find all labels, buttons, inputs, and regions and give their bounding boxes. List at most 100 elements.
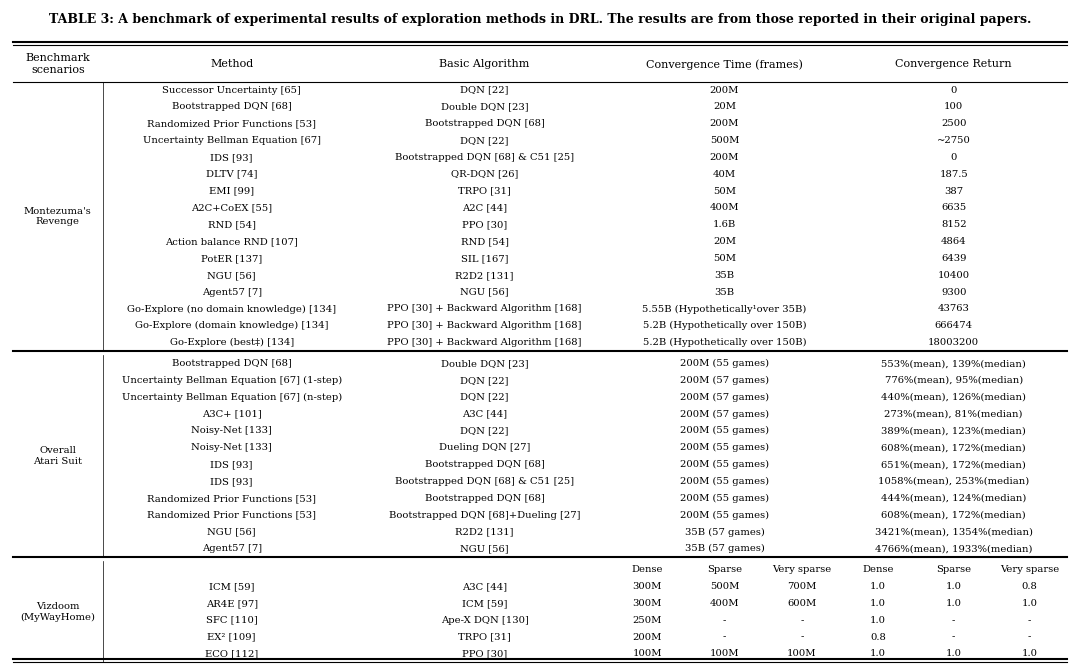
- Text: Very sparse: Very sparse: [1000, 565, 1058, 574]
- Text: PPO [30] + Backward Algorithm [168]: PPO [30] + Backward Algorithm [168]: [388, 339, 582, 347]
- Text: 776%(mean), 95%(median): 776%(mean), 95%(median): [885, 376, 1023, 385]
- Text: 1.0: 1.0: [946, 650, 961, 658]
- Text: Randomized Prior Functions [53]: Randomized Prior Functions [53]: [147, 494, 316, 503]
- Text: Go-Explore (no domain knowledge) [134]: Go-Explore (no domain knowledge) [134]: [127, 304, 336, 314]
- Text: 18003200: 18003200: [928, 339, 980, 347]
- Text: -: -: [953, 633, 956, 642]
- Text: 4864: 4864: [941, 237, 967, 246]
- Text: 35B (57 games): 35B (57 games): [685, 527, 765, 537]
- Text: 6635: 6635: [941, 203, 967, 213]
- Text: ICM [59]: ICM [59]: [462, 599, 508, 608]
- Text: 100: 100: [944, 102, 963, 111]
- Text: DQN [22]: DQN [22]: [460, 86, 509, 94]
- Text: R2D2 [131]: R2D2 [131]: [456, 271, 514, 280]
- Text: 100M: 100M: [787, 650, 816, 658]
- Text: DQN [22]: DQN [22]: [460, 136, 509, 145]
- Text: PPO [30] + Backward Algorithm [168]: PPO [30] + Backward Algorithm [168]: [388, 304, 582, 314]
- Text: 100M: 100M: [633, 650, 662, 658]
- Text: 0: 0: [950, 153, 957, 162]
- Text: 387: 387: [944, 187, 963, 195]
- Text: 50M: 50M: [713, 254, 735, 263]
- Text: 8152: 8152: [941, 220, 967, 229]
- Text: 1.0: 1.0: [870, 599, 887, 608]
- Text: Sparse: Sparse: [707, 565, 742, 574]
- Text: 1.0: 1.0: [870, 650, 887, 658]
- Text: 43763: 43763: [937, 304, 970, 314]
- Text: -: -: [1027, 633, 1031, 642]
- Text: 500M: 500M: [710, 136, 739, 145]
- Text: ~2750: ~2750: [936, 136, 971, 145]
- Text: NGU [56]: NGU [56]: [460, 288, 509, 296]
- Text: Basic Algorithm: Basic Algorithm: [440, 60, 530, 69]
- Text: ICM [59]: ICM [59]: [208, 582, 255, 591]
- Text: 273%(mean), 81%(median): 273%(mean), 81%(median): [885, 409, 1023, 419]
- Text: 200M: 200M: [633, 633, 662, 642]
- Text: 4766%(mean), 1933%(median): 4766%(mean), 1933%(median): [875, 545, 1032, 553]
- Text: -: -: [800, 633, 804, 642]
- Text: Bootstrapped DQN [68]: Bootstrapped DQN [68]: [172, 359, 292, 368]
- Text: Uncertainty Bellman Equation [67]: Uncertainty Bellman Equation [67]: [143, 136, 321, 145]
- Text: Convergence Time (frames): Convergence Time (frames): [646, 59, 802, 70]
- Text: 666474: 666474: [934, 321, 973, 330]
- Text: 35B (57 games): 35B (57 games): [685, 545, 765, 553]
- Text: 608%(mean), 172%(median): 608%(mean), 172%(median): [881, 444, 1026, 452]
- Text: -: -: [800, 615, 804, 625]
- Text: 1.6B: 1.6B: [713, 220, 737, 229]
- Text: 250M: 250M: [633, 615, 662, 625]
- Text: 35B: 35B: [714, 288, 734, 296]
- Text: AR4E [97]: AR4E [97]: [205, 599, 258, 608]
- Text: 3421%(mean), 1354%(median): 3421%(mean), 1354%(median): [875, 527, 1032, 537]
- Text: 1.0: 1.0: [1022, 599, 1037, 608]
- Text: 200M (55 games): 200M (55 games): [680, 477, 769, 486]
- Text: 700M: 700M: [787, 582, 816, 591]
- Text: NGU [56]: NGU [56]: [460, 545, 509, 553]
- Text: Agent57 [7]: Agent57 [7]: [202, 545, 261, 553]
- Text: 200M (55 games): 200M (55 games): [680, 494, 769, 503]
- Text: -: -: [723, 615, 726, 625]
- Text: Dueling DQN [27]: Dueling DQN [27]: [438, 444, 530, 452]
- Text: 440%(mean), 126%(median): 440%(mean), 126%(median): [881, 393, 1026, 401]
- Text: 100M: 100M: [710, 650, 739, 658]
- Text: SIL [167]: SIL [167]: [461, 254, 509, 263]
- Text: 1.0: 1.0: [946, 582, 961, 591]
- Text: 444%(mean), 124%(median): 444%(mean), 124%(median): [881, 494, 1026, 503]
- Text: IDS [93]: IDS [93]: [211, 460, 253, 469]
- Text: 0.8: 0.8: [870, 633, 886, 642]
- Text: 608%(mean), 172%(median): 608%(mean), 172%(median): [881, 510, 1026, 520]
- Text: 1.0: 1.0: [946, 599, 961, 608]
- Text: 6439: 6439: [941, 254, 967, 263]
- Text: Very sparse: Very sparse: [772, 565, 832, 574]
- Text: QR-DQN [26]: QR-DQN [26]: [451, 170, 518, 179]
- Text: 20M: 20M: [713, 237, 735, 246]
- Text: 400M: 400M: [710, 203, 739, 213]
- Text: 1058%(mean), 253%(median): 1058%(mean), 253%(median): [878, 477, 1029, 486]
- Text: RND [54]: RND [54]: [207, 220, 256, 229]
- Text: Go-Explore (best‡) [134]: Go-Explore (best‡) [134]: [170, 338, 294, 347]
- Text: 20M: 20M: [713, 102, 735, 111]
- Text: NGU [56]: NGU [56]: [207, 271, 256, 280]
- Text: Bootstrapped DQN [68] & C51 [25]: Bootstrapped DQN [68] & C51 [25]: [395, 477, 575, 486]
- Text: Convergence Return: Convergence Return: [895, 60, 1012, 69]
- Text: PPO [30]: PPO [30]: [462, 650, 508, 658]
- Text: Agent57 [7]: Agent57 [7]: [202, 288, 261, 296]
- Text: 400M: 400M: [710, 599, 739, 608]
- Text: 200M (57 games): 200M (57 games): [680, 376, 769, 385]
- Text: DQN [22]: DQN [22]: [460, 393, 509, 401]
- Text: Method: Method: [210, 60, 254, 69]
- Text: ECO [112]: ECO [112]: [205, 650, 258, 658]
- Text: 5.55B (Hypothetically¹over 35B): 5.55B (Hypothetically¹over 35B): [643, 304, 807, 314]
- Text: Sparse: Sparse: [936, 565, 971, 574]
- Text: 0: 0: [950, 86, 957, 94]
- Text: PPO [30]: PPO [30]: [462, 220, 508, 229]
- Text: IDS [93]: IDS [93]: [211, 477, 253, 486]
- Text: 1.0: 1.0: [870, 582, 887, 591]
- Text: Bootstrapped DQN [68]: Bootstrapped DQN [68]: [424, 494, 544, 503]
- Text: 500M: 500M: [710, 582, 739, 591]
- Text: Double DQN [23]: Double DQN [23]: [441, 359, 528, 368]
- Text: 600M: 600M: [787, 599, 816, 608]
- Text: A2C+CoEX [55]: A2C+CoEX [55]: [191, 203, 272, 213]
- Text: Benchmark
scenarios: Benchmark scenarios: [26, 54, 90, 75]
- Text: TRPO [31]: TRPO [31]: [458, 187, 511, 195]
- Text: 200M (55 games): 200M (55 games): [680, 510, 769, 520]
- Text: 1.0: 1.0: [1022, 650, 1037, 658]
